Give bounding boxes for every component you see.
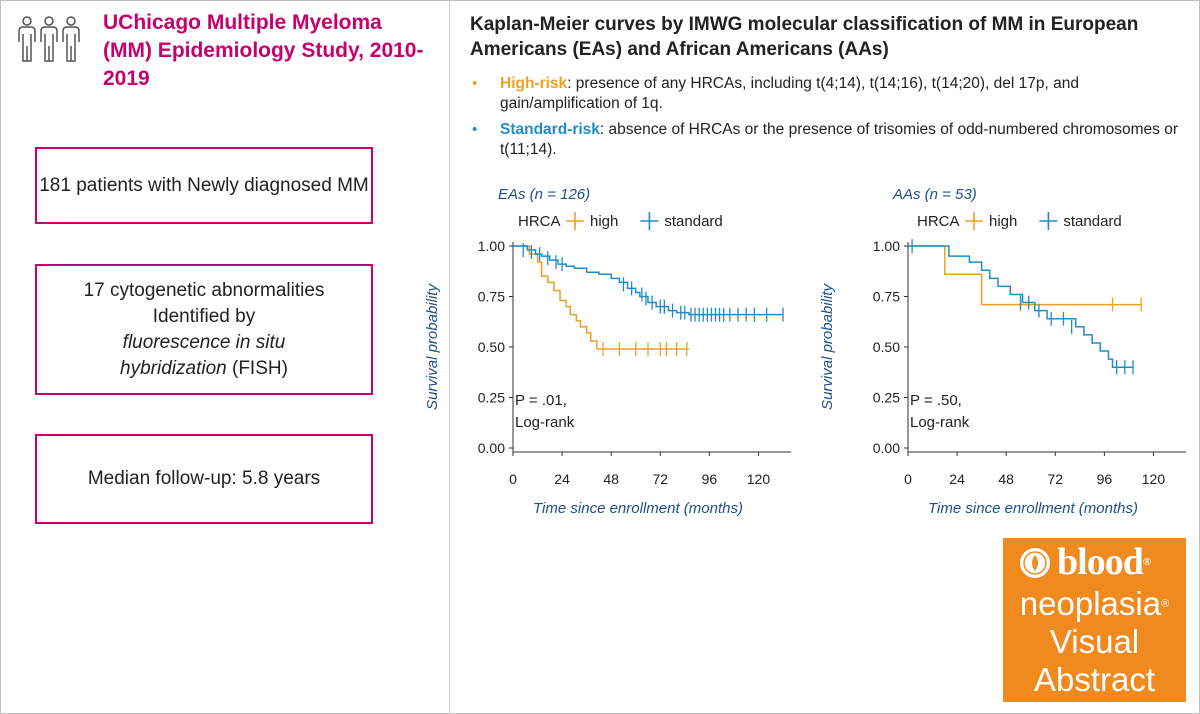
logrank-text: Log-rank	[910, 414, 970, 431]
x-tick-label: 120	[747, 471, 771, 487]
study-title: UChicago Multiple Myeloma (MM) Epidemiol…	[103, 11, 424, 90]
x-tick-label: 0	[904, 471, 912, 487]
y-tick-label: 1.00	[873, 238, 900, 254]
people-group-icon	[18, 16, 80, 62]
km-curve-standard	[908, 245, 1133, 368]
badge-word-neoplasia: neoplasia	[1019, 585, 1162, 622]
y-tick-label: 0.00	[478, 440, 505, 456]
x-axis-label: Time since enrollment (months)	[533, 500, 743, 517]
high-risk-text: : presence of any HRCAs, including t(4;1…	[500, 75, 1079, 112]
patients-text: 181 patients with Newly diagnosed MM	[39, 174, 369, 196]
y-tick-label: 1.00	[478, 238, 505, 254]
badge-visual: Visual	[1049, 623, 1140, 660]
patients-box: 181 patients with Newly diagnosed MM	[35, 147, 373, 224]
x-tick-label: 72	[1047, 471, 1063, 487]
legend-label-standard: standard	[1063, 213, 1121, 230]
x-tick-label: 48	[603, 471, 619, 487]
x-tick-label: 96	[702, 471, 718, 487]
km-curve-high	[908, 245, 1142, 306]
x-tick-label: 24	[949, 471, 965, 487]
legend-title: HRCA	[518, 213, 561, 230]
follow-up-box: Median follow-up: 5.8 years	[35, 434, 373, 524]
y-tick-label: 0.25	[873, 390, 900, 406]
fish-line-4: hybridization (FISH)	[84, 356, 325, 382]
follow-up-text: Median follow-up: 5.8 years	[87, 468, 321, 489]
bullet-dot-standard: •	[472, 121, 478, 138]
bullet-high-risk: • High-risk: presence of any HRCAs, inclu…	[470, 74, 1180, 114]
fish-line-4-italic: hybridization	[120, 357, 227, 379]
badge-reg-1: ®	[1142, 556, 1151, 568]
y-axis-label: Survival probability	[424, 283, 441, 410]
panel-divider	[449, 0, 450, 714]
badge-blood-word: blood®	[1057, 540, 1151, 584]
chart-legend: HRCA high standard	[917, 212, 1122, 230]
y-tick-label: 0.75	[873, 289, 900, 305]
y-axis-label: Survival probability	[819, 283, 836, 410]
bullet-dot-high: •	[472, 75, 478, 92]
fish-line-1: 17 cytogenetic abnormalities	[83, 279, 325, 301]
km-charts: EAs (n = 126) HRCA high standard 0.00 0.25 0.5…	[424, 186, 1186, 517]
chart-legend: HRCA high standard	[518, 212, 723, 230]
fish-box: 17 cytogenetic abnormalities Identified …	[35, 264, 373, 395]
x-tick-label: 48	[998, 471, 1014, 487]
y-tick-label: 0.50	[478, 339, 505, 355]
fish-line-3: fluorescence in situ	[122, 331, 286, 353]
y-tick-label: 0.75	[478, 289, 505, 305]
x-tick-label: 0	[509, 471, 517, 487]
chart-subtitle: AAs (n = 53)	[892, 186, 977, 203]
km-chart-1: EAs (n = 126) HRCA high standard 0.00 0.25 0.5…	[424, 186, 791, 517]
x-tick-label: 96	[1097, 471, 1113, 487]
logrank-text: Log-rank	[515, 414, 575, 431]
y-tick-label: 0.00	[873, 440, 900, 456]
standard-risk-text: : absence of HRCAs or the presence of tr…	[500, 121, 1178, 158]
chart-subtitle: EAs (n = 126)	[498, 186, 590, 203]
pvalue-text: P = .50,	[910, 392, 962, 409]
km-curve-high	[513, 245, 689, 350]
y-tick-label: 0.50	[873, 339, 900, 355]
high-risk-term: High-risk	[500, 75, 568, 92]
fish-line-2: Identified by	[152, 305, 256, 327]
km-curve-standard	[513, 245, 783, 316]
blood-seal-icon	[1020, 548, 1050, 578]
pvalue-text: P = .01,	[515, 392, 567, 409]
badge-neoplasia: neoplasia®	[1003, 586, 1186, 622]
fish-text: 17 cytogenetic abnormalities Identified …	[84, 278, 325, 382]
bullet-standard-risk: • Standard-risk: absence of HRCAs or the …	[470, 120, 1180, 160]
badge-word-blood: blood	[1057, 541, 1144, 583]
badge-reg-2: ®	[1161, 598, 1170, 610]
badge-abstract: Abstract	[1033, 661, 1156, 698]
legend-label-high: high	[989, 213, 1017, 230]
blood-neoplasia-badge: blood® neoplasia® Visual Abstract	[1003, 538, 1186, 702]
legend-label-high: high	[590, 213, 618, 230]
x-tick-label: 24	[554, 471, 570, 487]
legend-title: HRCA	[917, 213, 960, 230]
risk-definitions: • High-risk: presence of any HRCAs, inclu…	[470, 74, 1180, 166]
y-tick-label: 0.25	[478, 390, 505, 406]
km-chart-2: AAs (n = 53) HRCA high standard 0.00 0.25 0.50…	[819, 186, 1186, 517]
standard-risk-term: Standard-risk	[500, 121, 600, 138]
x-tick-label: 120	[1142, 471, 1166, 487]
chart-section-title: Kaplan-Meier curves by IMWG molecular cl…	[470, 14, 1139, 60]
x-tick-label: 72	[652, 471, 668, 487]
legend-label-standard: standard	[664, 213, 722, 230]
x-axis-label: Time since enrollment (months)	[928, 500, 1138, 517]
fish-line-4-rest: (FISH)	[226, 357, 288, 379]
